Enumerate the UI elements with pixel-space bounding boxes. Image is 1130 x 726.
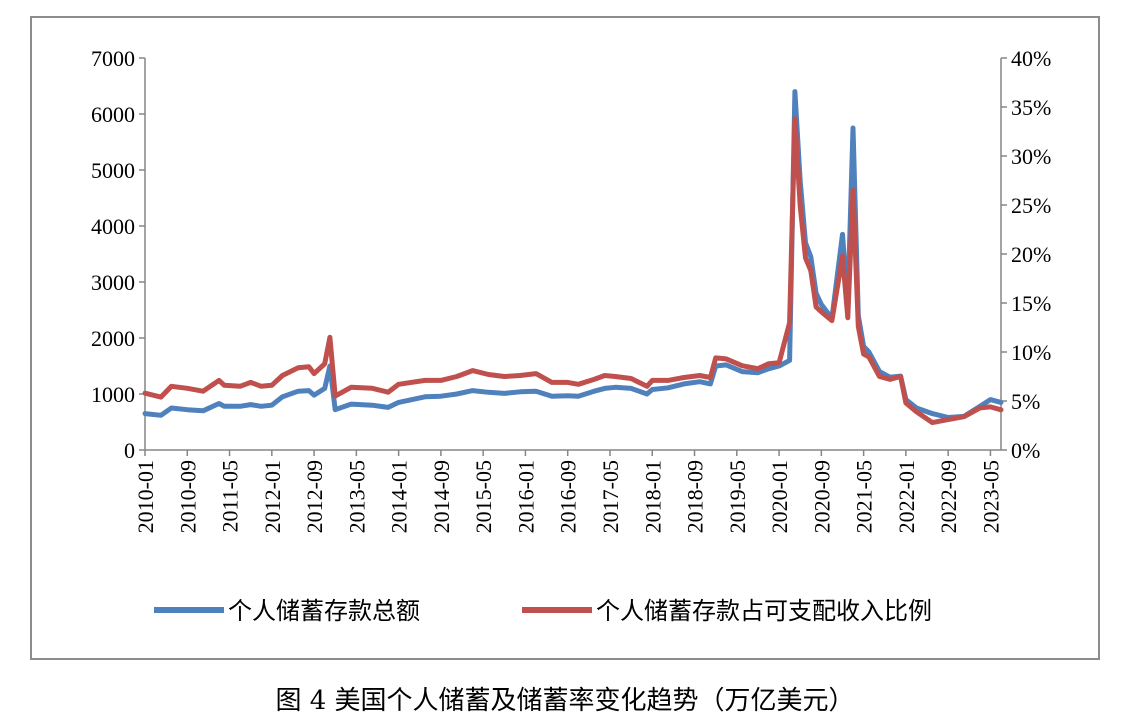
left-tick-label: 2000 bbox=[91, 326, 135, 351]
x-tick-label: 2018-09 bbox=[683, 460, 708, 533]
x-tick-label: 2022-09 bbox=[936, 460, 961, 533]
x-tick-labels: 2010-01 2010-09 2011-05 2012-01 2012-09 2013-… bbox=[133, 450, 1003, 533]
x-tick-label: 2010-01 bbox=[133, 460, 158, 533]
x-tick-label: 2012-09 bbox=[302, 460, 327, 533]
x-tick-label: 2014-01 bbox=[387, 460, 412, 533]
x-tick-label: 2020-01 bbox=[767, 460, 792, 533]
right-tick-label: 30% bbox=[1011, 144, 1051, 169]
left-tick-label: 5000 bbox=[91, 158, 135, 183]
legend: 个人储蓄存款总额 个人储蓄存款占可支配收入比例 bbox=[154, 597, 932, 625]
legend-label-savings-total: 个人储蓄存款总额 bbox=[228, 597, 420, 625]
left-tick-label: 3000 bbox=[91, 270, 135, 295]
right-tick-label: 40% bbox=[1011, 46, 1051, 71]
x-tick-label: 2017-05 bbox=[598, 460, 623, 533]
chart-frame: 0 1000 2000 3000 4000 5000 6000 7000 0% 5% 10% 15%… bbox=[30, 16, 1100, 660]
x-tick-label: 2020-09 bbox=[809, 460, 834, 533]
left-tick-label: 7000 bbox=[91, 46, 135, 71]
right-tick-labels: 0% 5% 10% 15% 20% 25% 30% 35% 40% bbox=[1001, 46, 1051, 463]
x-tick-label: 2019-05 bbox=[725, 460, 750, 533]
x-tick-label: 2010-09 bbox=[175, 460, 200, 533]
series-line-savings-rate bbox=[142, 116, 1004, 426]
left-tick-label: 1000 bbox=[91, 382, 135, 407]
series-lines bbox=[142, 89, 1004, 426]
right-tick-label: 10% bbox=[1011, 340, 1051, 365]
x-tick-label: 2018-01 bbox=[640, 460, 665, 533]
x-tick-label: 2015-05 bbox=[471, 460, 496, 533]
right-tick-label: 25% bbox=[1011, 193, 1051, 218]
x-tick-label: 2013-05 bbox=[344, 460, 369, 533]
right-tick-label: 20% bbox=[1011, 242, 1051, 267]
legend-item-savings-rate: 个人储蓄存款占可支配收入比例 bbox=[522, 597, 932, 625]
x-tick-label: 2016-09 bbox=[556, 460, 581, 533]
right-tick-label: 5% bbox=[1011, 389, 1040, 414]
left-tick-label: 0 bbox=[124, 438, 135, 463]
x-tick-label: 2012-01 bbox=[260, 460, 285, 533]
plot-area: 0 1000 2000 3000 4000 5000 6000 7000 0% 5% 10% 15%… bbox=[91, 46, 1051, 533]
left-tick-label: 4000 bbox=[91, 214, 135, 239]
legend-label-savings-rate: 个人储蓄存款占可支配收入比例 bbox=[596, 597, 932, 625]
x-tick-label: 2011-05 bbox=[218, 460, 243, 533]
right-tick-label: 0% bbox=[1011, 438, 1040, 463]
left-tick-labels: 0 1000 2000 3000 4000 5000 6000 7000 bbox=[91, 46, 145, 463]
x-tick-label: 2021-05 bbox=[852, 460, 877, 533]
right-tick-label: 15% bbox=[1011, 291, 1051, 316]
x-tick-label: 2023-05 bbox=[978, 460, 1003, 533]
x-tick-label: 2016-01 bbox=[513, 460, 538, 533]
figure-caption: 图 4 美国个人储蓄及储蓄率变化趋势（万亿美元） bbox=[275, 686, 855, 716]
x-tick-label: 2014-09 bbox=[429, 460, 454, 533]
right-tick-label: 35% bbox=[1011, 95, 1051, 120]
chart-svg: 0 1000 2000 3000 4000 5000 6000 7000 0% 5% 10% 15%… bbox=[91, 46, 1051, 625]
x-tick-label: 2022-01 bbox=[894, 460, 919, 533]
left-tick-label: 6000 bbox=[91, 102, 135, 127]
legend-item-savings-total: 个人储蓄存款总额 bbox=[154, 597, 420, 625]
